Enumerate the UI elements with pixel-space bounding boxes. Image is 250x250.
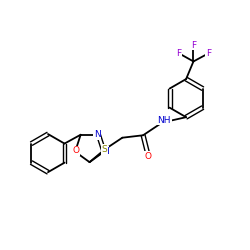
Text: N: N <box>102 147 108 156</box>
Text: N: N <box>94 130 100 139</box>
Text: F: F <box>206 49 211 58</box>
Text: F: F <box>176 49 181 58</box>
Text: O: O <box>144 152 152 160</box>
Text: F: F <box>191 40 196 50</box>
Text: S: S <box>102 145 108 154</box>
Text: NH: NH <box>157 116 171 124</box>
Text: O: O <box>72 146 79 156</box>
